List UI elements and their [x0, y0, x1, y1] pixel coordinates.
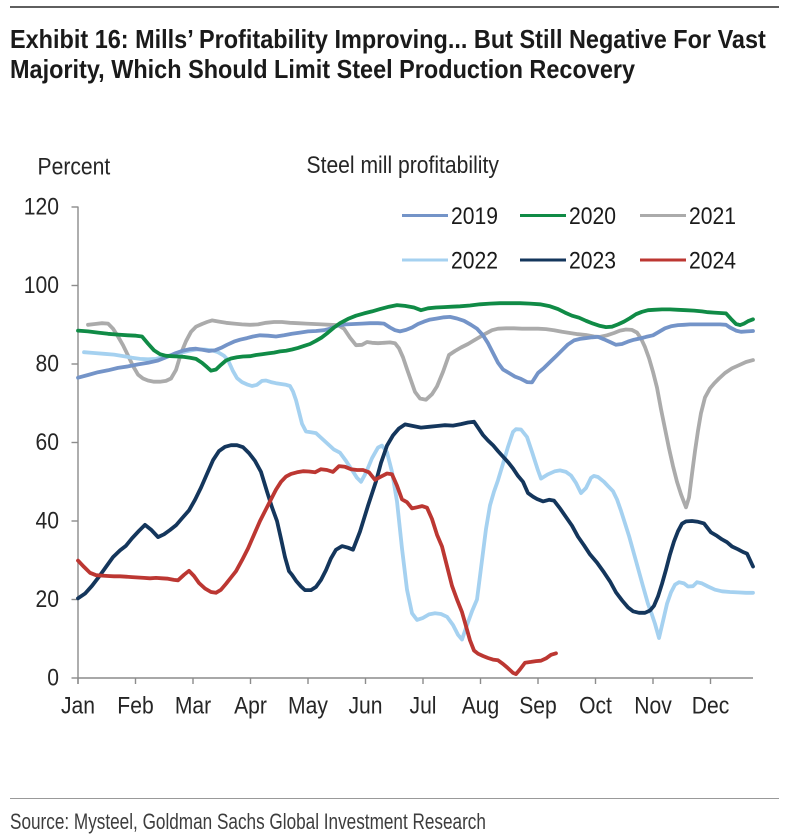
svg-text:2024: 2024 — [689, 247, 736, 274]
svg-text:Mar: Mar — [175, 692, 212, 719]
svg-text:2022: 2022 — [451, 247, 498, 274]
svg-text:40: 40 — [36, 507, 59, 534]
svg-text:80: 80 — [36, 350, 59, 377]
svg-text:20: 20 — [36, 586, 59, 613]
svg-text:60: 60 — [36, 429, 59, 456]
svg-text:120: 120 — [24, 193, 59, 220]
svg-text:Jul: Jul — [410, 692, 437, 719]
svg-text:Feb: Feb — [117, 692, 153, 719]
svg-text:0: 0 — [47, 664, 59, 691]
svg-text:Jun: Jun — [348, 692, 382, 719]
svg-text:100: 100 — [24, 272, 59, 299]
svg-text:2019: 2019 — [451, 203, 498, 230]
svg-text:2023: 2023 — [569, 247, 616, 274]
svg-text:2021: 2021 — [689, 203, 736, 230]
svg-text:Apr: Apr — [234, 692, 267, 719]
svg-text:Nov: Nov — [634, 692, 672, 719]
svg-text:Jan: Jan — [61, 692, 95, 719]
svg-text:Sep: Sep — [519, 692, 557, 719]
svg-text:Oct: Oct — [579, 692, 613, 719]
svg-text:Steel mill profitability: Steel mill profitability — [307, 152, 500, 179]
svg-text:Aug: Aug — [462, 692, 500, 719]
svg-text:May: May — [288, 692, 329, 719]
svg-text:2020: 2020 — [569, 203, 616, 230]
svg-text:Percent: Percent — [38, 153, 111, 180]
svg-text:Dec: Dec — [692, 692, 730, 719]
